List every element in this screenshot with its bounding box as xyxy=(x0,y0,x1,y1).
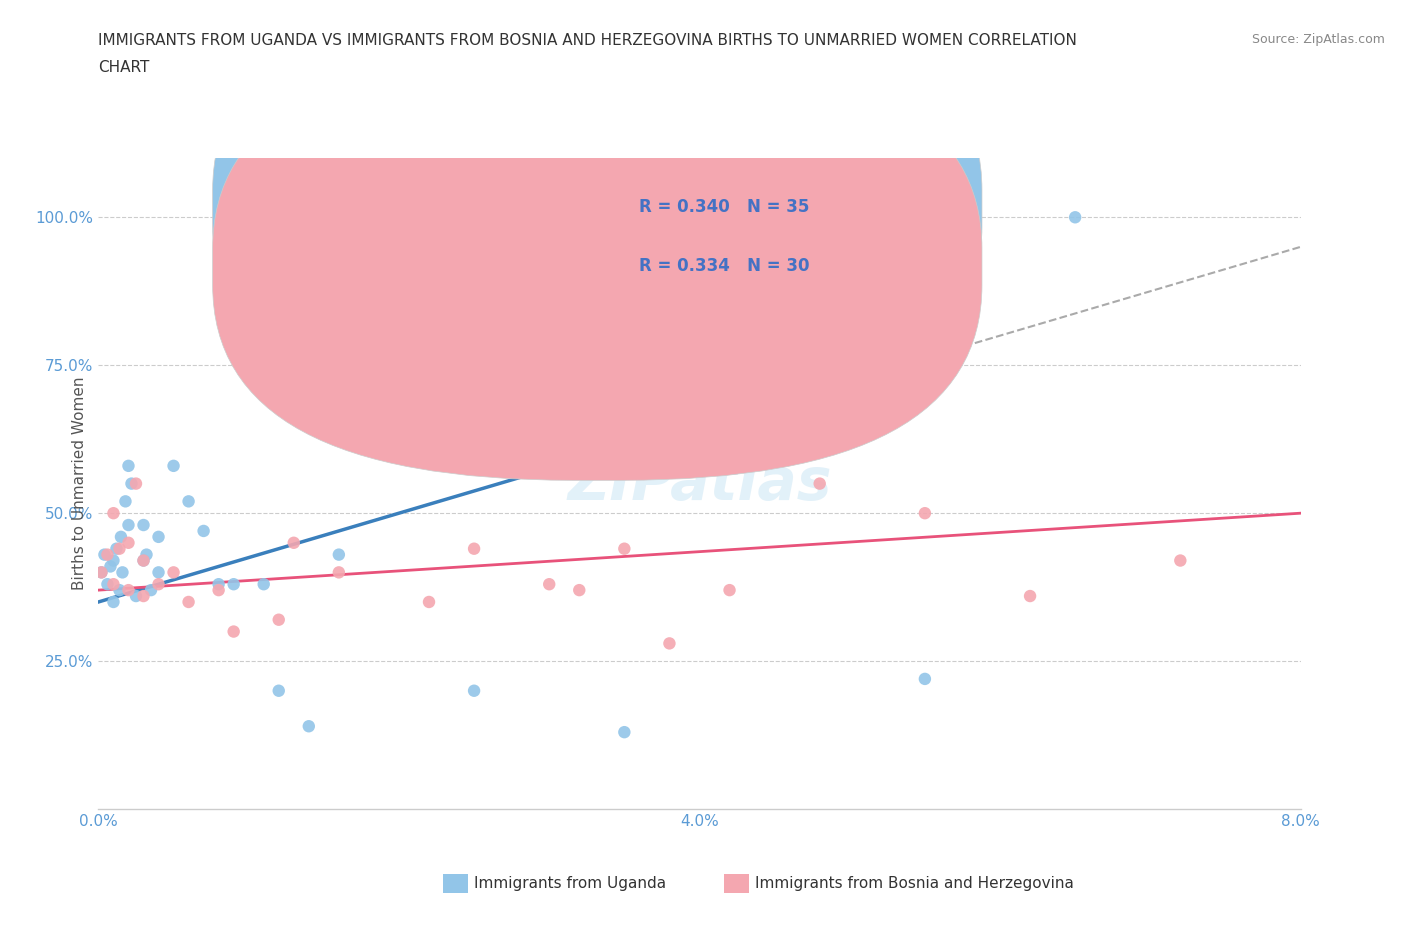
Point xyxy=(388,434,411,449)
Point xyxy=(103,553,125,568)
Point xyxy=(328,547,350,562)
Point xyxy=(1064,210,1087,225)
Point xyxy=(267,684,290,698)
Point xyxy=(208,583,231,598)
Text: IMMIGRANTS FROM UGANDA VS IMMIGRANTS FROM BOSNIA AND HERZEGOVINA BIRTHS TO UNMAR: IMMIGRANTS FROM UGANDA VS IMMIGRANTS FRO… xyxy=(98,33,1077,47)
Point xyxy=(96,547,118,562)
Point xyxy=(418,594,440,609)
Point xyxy=(328,565,350,579)
Point xyxy=(139,583,162,598)
FancyBboxPatch shape xyxy=(212,0,981,422)
Point xyxy=(110,529,132,544)
Point xyxy=(100,559,122,574)
Point xyxy=(148,529,170,544)
Point xyxy=(914,671,936,686)
Point xyxy=(1019,589,1042,604)
Point xyxy=(103,577,125,591)
Point xyxy=(162,458,184,473)
Point xyxy=(718,583,741,598)
Point xyxy=(463,541,485,556)
Point xyxy=(117,583,139,598)
Point xyxy=(114,494,136,509)
Point xyxy=(132,553,155,568)
Point xyxy=(298,719,321,734)
Text: Immigrants from Bosnia and Herzegovina: Immigrants from Bosnia and Herzegovina xyxy=(755,876,1074,891)
Point xyxy=(111,565,134,579)
Point xyxy=(267,612,290,627)
Point xyxy=(568,583,591,598)
Point xyxy=(117,536,139,551)
Point xyxy=(132,589,155,604)
FancyBboxPatch shape xyxy=(543,165,928,308)
Point xyxy=(93,547,115,562)
Point xyxy=(253,577,276,591)
Point xyxy=(613,724,636,739)
Y-axis label: Births to Unmarried Women: Births to Unmarried Women xyxy=(72,377,87,591)
Point xyxy=(117,518,139,533)
Point xyxy=(121,476,143,491)
Point xyxy=(132,518,155,533)
Point xyxy=(613,541,636,556)
Point xyxy=(103,594,125,609)
Point xyxy=(135,547,157,562)
Point xyxy=(914,506,936,521)
Point xyxy=(283,536,305,551)
Point xyxy=(658,636,681,651)
Point xyxy=(538,577,561,591)
Text: R = 0.334   N = 30: R = 0.334 N = 30 xyxy=(640,257,810,274)
Point xyxy=(808,476,831,491)
Text: ZIPatlas: ZIPatlas xyxy=(567,455,832,512)
Point xyxy=(177,494,200,509)
Point xyxy=(193,524,215,538)
Point xyxy=(108,541,131,556)
Point xyxy=(125,476,148,491)
Point xyxy=(125,589,148,604)
Point xyxy=(148,565,170,579)
Point xyxy=(117,458,139,473)
Point xyxy=(208,577,231,591)
Point xyxy=(90,565,112,579)
Point xyxy=(222,577,245,591)
Point xyxy=(222,624,245,639)
Point xyxy=(148,577,170,591)
Point xyxy=(132,553,155,568)
Text: CHART: CHART xyxy=(98,60,150,75)
Point xyxy=(177,594,200,609)
Point xyxy=(90,565,112,579)
Point xyxy=(105,541,128,556)
Text: Source: ZipAtlas.com: Source: ZipAtlas.com xyxy=(1251,33,1385,46)
Point xyxy=(373,434,395,449)
Text: Immigrants from Uganda: Immigrants from Uganda xyxy=(474,876,666,891)
Point xyxy=(103,506,125,521)
Text: R = 0.340   N = 35: R = 0.340 N = 35 xyxy=(640,198,810,216)
Point xyxy=(162,565,184,579)
Point xyxy=(463,684,485,698)
Point xyxy=(96,577,118,591)
Point xyxy=(1168,553,1191,568)
Point xyxy=(108,583,131,598)
FancyBboxPatch shape xyxy=(212,53,981,481)
